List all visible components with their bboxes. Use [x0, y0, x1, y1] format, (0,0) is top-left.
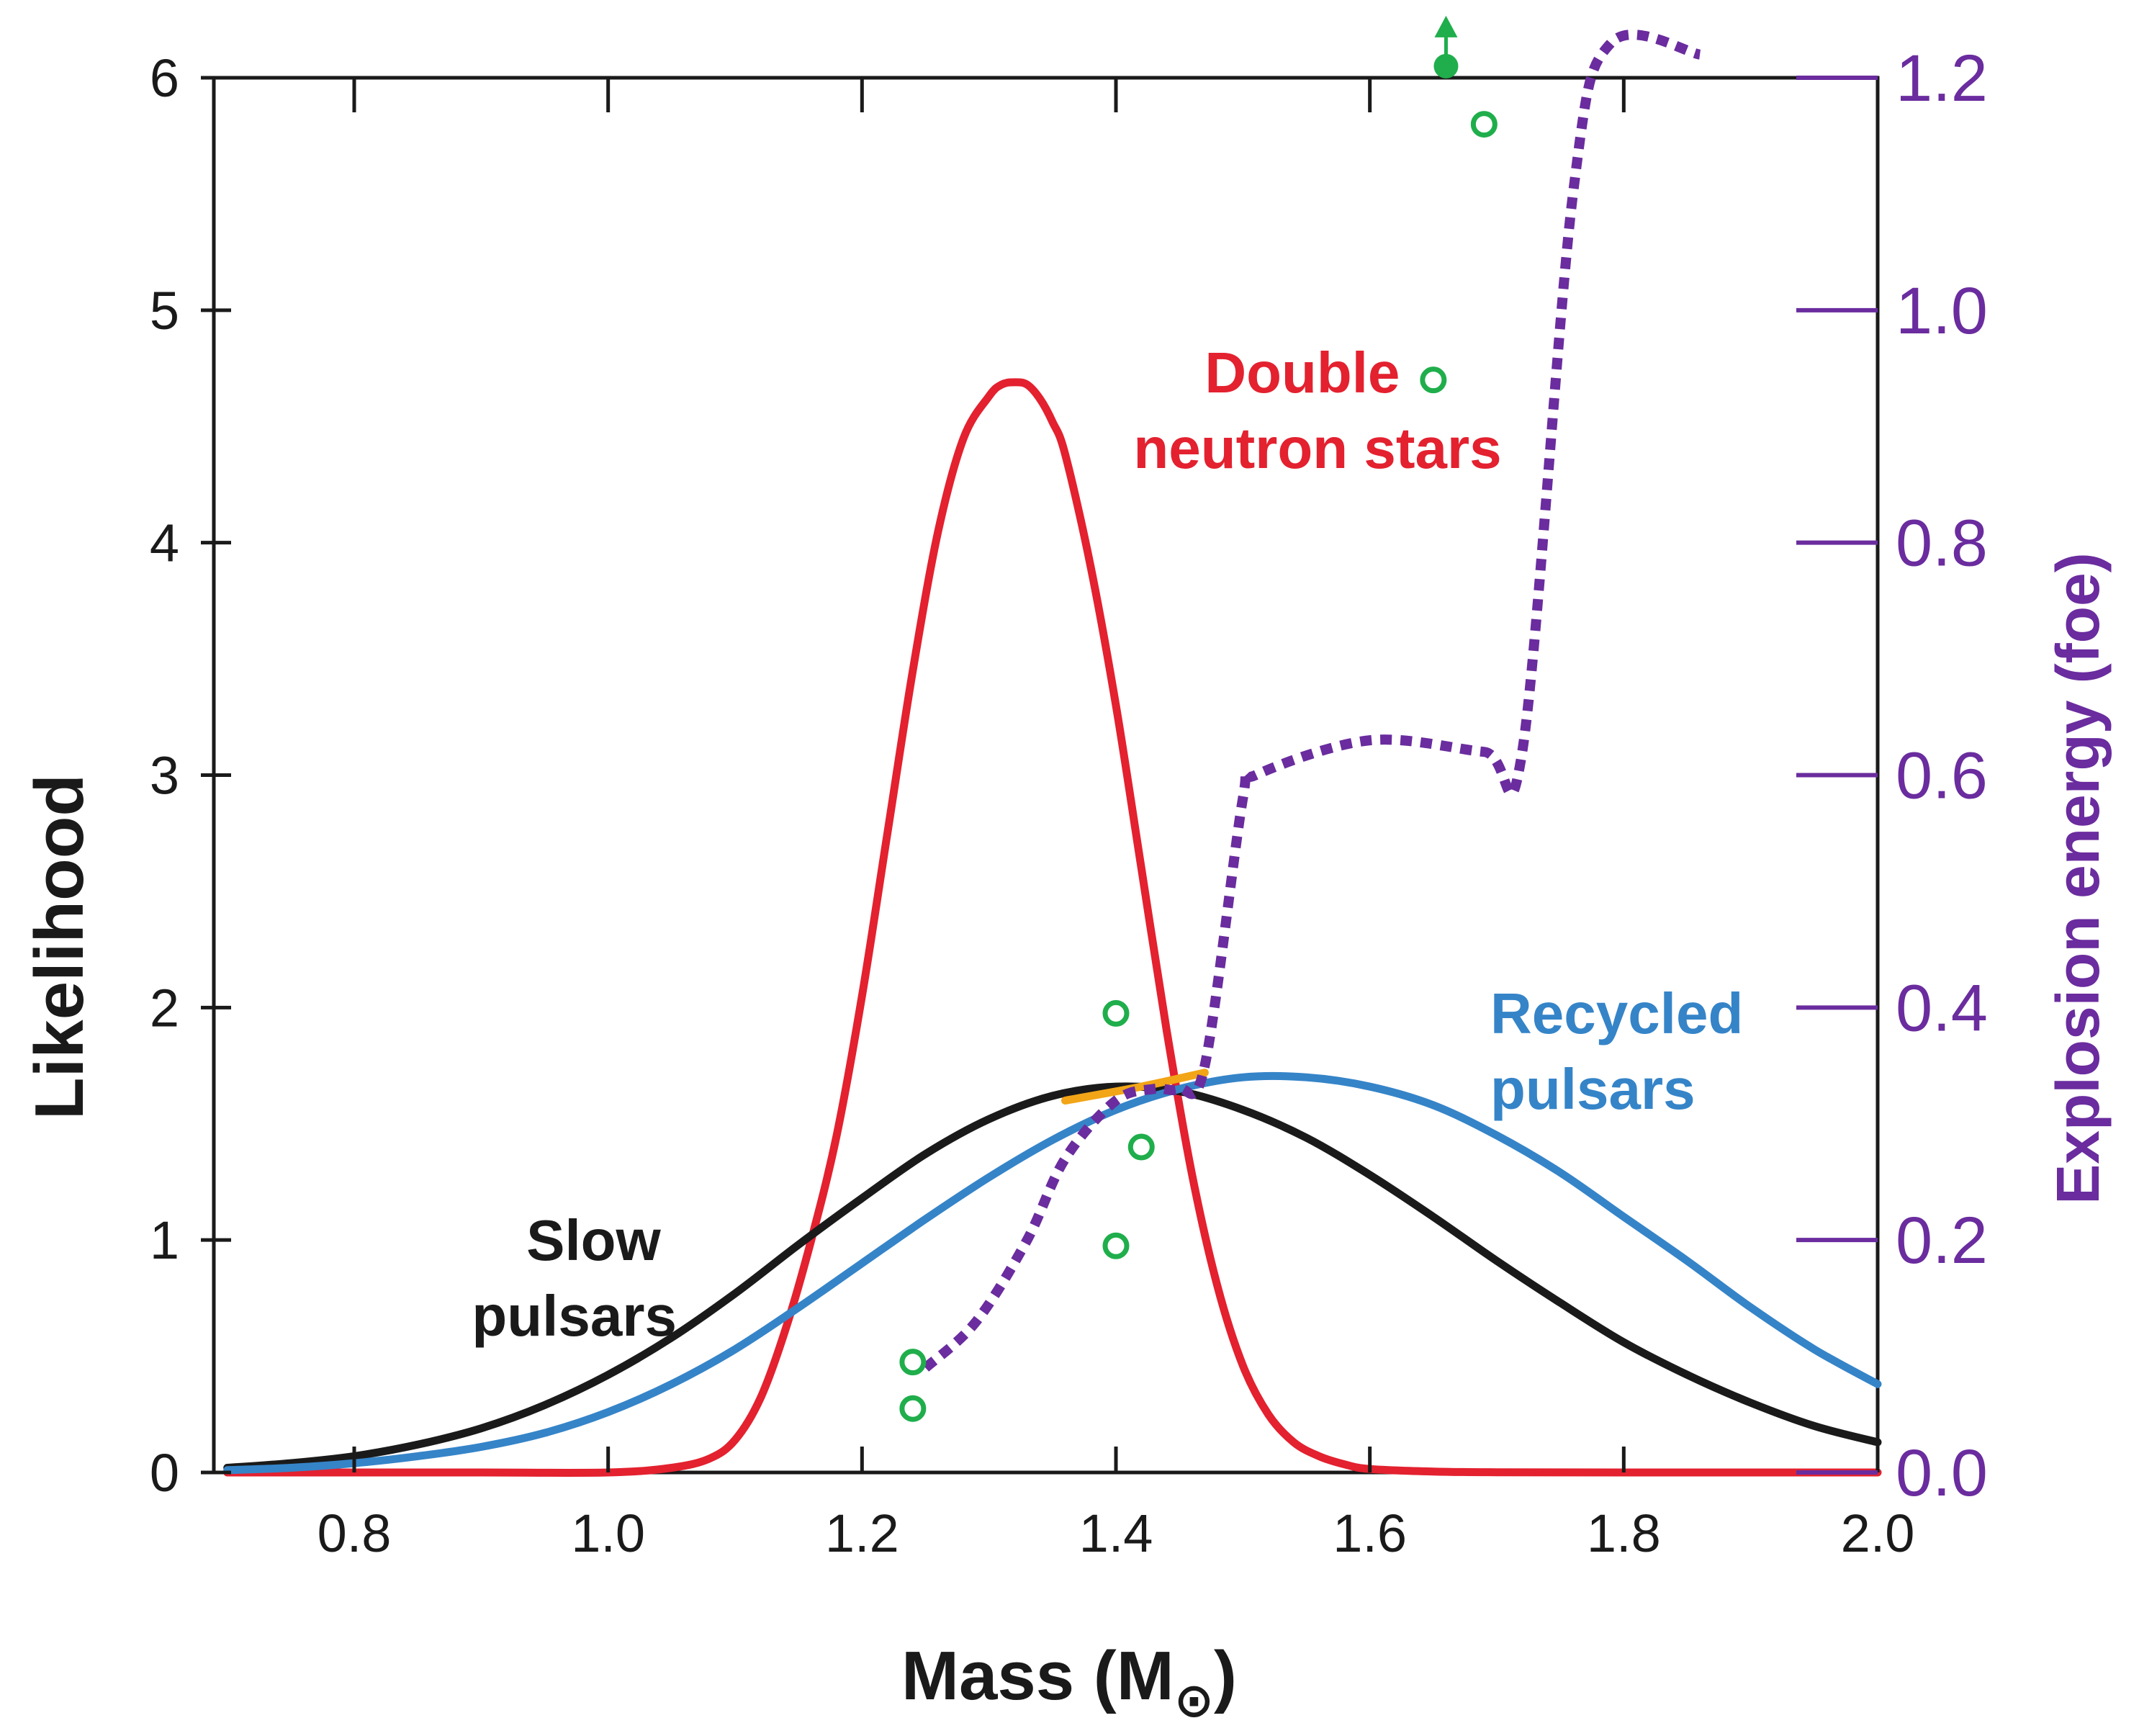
y2-tick-label: 0.6: [1896, 739, 1988, 813]
y-tick-label: 6: [150, 48, 179, 108]
y-tick-label: 5: [150, 281, 179, 341]
recycled-pulsars-line-1: Recycled: [1490, 981, 1743, 1045]
x-axis-label-text: Mass (M: [901, 1637, 1174, 1714]
open-data-point: [1420, 366, 1447, 394]
y-tick-label: 3: [150, 746, 179, 806]
x-tick-label: 2.0: [1841, 1503, 1915, 1563]
series-line-slow-pulsars: [223, 1082, 1882, 1472]
double-neutron-stars-line-1: Double: [1204, 341, 1400, 405]
y-tick-label: 1: [150, 1210, 179, 1270]
series-label-double-neutron-stars: Double neutron stars: [1133, 341, 1501, 480]
filled-data-point: [1433, 53, 1459, 78]
series-line-explosion-energy: [922, 30, 1701, 1372]
open-data-point: [1127, 1133, 1155, 1161]
x-tick-label: 1.4: [1079, 1503, 1153, 1563]
y2-tick-label: 1.2: [1896, 42, 1988, 115]
y2-tick-label: 1.0: [1896, 274, 1988, 348]
slow-pulsars-line-1: Slow: [526, 1208, 661, 1272]
series-line-highlight: [1061, 1069, 1209, 1105]
x-tick-label: 0.8: [318, 1503, 392, 1563]
series-line-double-neutron-stars: [223, 378, 1882, 1477]
recycled-pulsars-line-2: pulsars: [1490, 1057, 1696, 1121]
sun-symbol-icon: ⊙: [1174, 1673, 1214, 1727]
x-tick-label: 1.6: [1333, 1503, 1407, 1563]
y2-axis-label: Explosion energy (foe): [2044, 552, 2112, 1204]
energy-layer: [922, 30, 1701, 1372]
x-tick-label: 1.0: [571, 1503, 645, 1563]
points-layer: [899, 15, 1498, 1422]
y-tick-label: 2: [150, 978, 179, 1038]
y2-tick-label: 0.0: [1896, 1436, 1988, 1510]
lower-limit-arrow-icon: [1434, 15, 1458, 37]
y2-tick-label: 0.8: [1896, 507, 1988, 580]
slow-pulsars-line-2: pulsars: [472, 1284, 677, 1348]
double-neutron-stars-line-2: neutron stars: [1133, 416, 1501, 480]
series-layer: [223, 378, 1882, 1477]
series-label-slow-pulsars: Slow pulsars: [472, 1208, 677, 1348]
ticks-layer: 0.8 1.0 1.2 1.4 1.6 1.8 2.0 0 1 2 3 4 5 6 0.0 0.2 0.4 0.6…: [150, 42, 1988, 1563]
y-tick-label: 4: [150, 513, 179, 573]
x-tick-label: 1.8: [1587, 1503, 1661, 1563]
y-axis-label: Likelihood: [21, 774, 98, 1120]
open-data-point: [1470, 111, 1498, 138]
y2-tick-label: 0.4: [1896, 971, 1988, 1045]
open-data-point: [1102, 999, 1130, 1027]
series-label-recycled-pulsars: Recycled pulsars: [1490, 981, 1760, 1121]
open-data-point: [899, 1395, 927, 1422]
y2-tick-label: 0.2: [1896, 1204, 1988, 1277]
series-line-recycled-pulsars: [223, 1071, 1882, 1475]
open-data-point: [1102, 1232, 1130, 1259]
x-tick-label: 1.2: [825, 1503, 899, 1563]
open-data-point: [899, 1349, 927, 1376]
x-axis-label: Mass (M⊙): [901, 1637, 1237, 1727]
x-axis-label-close: ): [1214, 1637, 1237, 1714]
y-tick-label: 0: [150, 1443, 179, 1503]
